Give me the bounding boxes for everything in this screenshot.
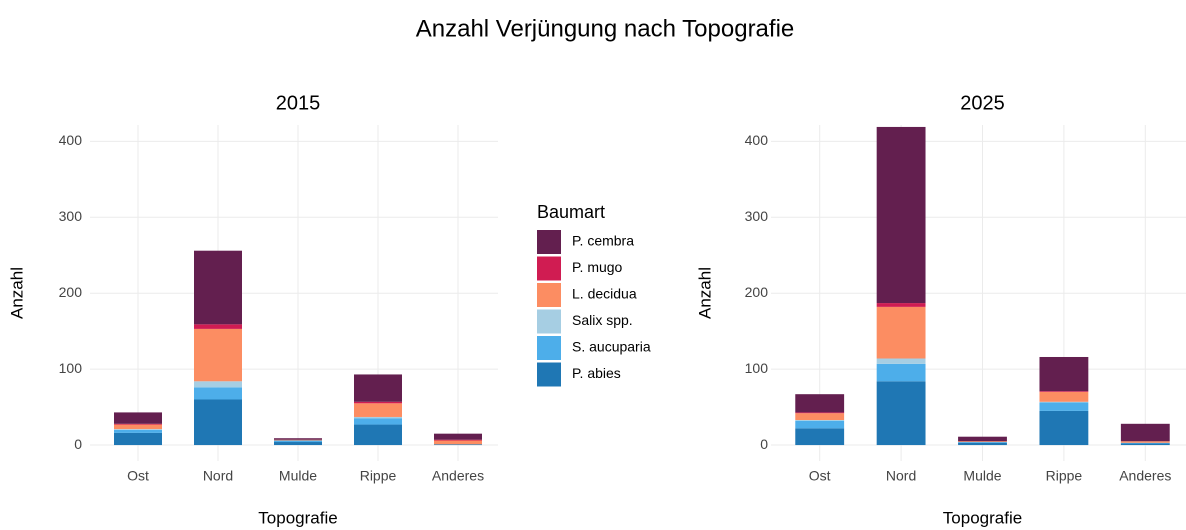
bar-segment bbox=[1120, 442, 1170, 444]
x-tick-label: Anderes bbox=[432, 468, 484, 484]
bar-segment bbox=[194, 381, 242, 388]
x-tick-label: Ost bbox=[809, 468, 831, 484]
bar-segment bbox=[354, 401, 402, 404]
y-tick-label: 200 bbox=[59, 284, 83, 300]
y-tick-label: 200 bbox=[745, 284, 769, 300]
bar-segment bbox=[795, 412, 845, 414]
bar-segment bbox=[194, 328, 242, 382]
bar-segment bbox=[1039, 410, 1089, 446]
bar-segment bbox=[274, 439, 322, 441]
bar-segment bbox=[876, 358, 926, 364]
y-tick-label: 100 bbox=[59, 360, 83, 376]
y-tick-label: 300 bbox=[59, 208, 83, 224]
bar-segment bbox=[354, 403, 402, 417]
bar-segment bbox=[876, 363, 926, 382]
y-tick-label: 300 bbox=[745, 208, 769, 224]
bar-segment bbox=[795, 420, 845, 429]
bar-segment bbox=[194, 399, 242, 446]
legend-label: S. aucuparia bbox=[572, 339, 651, 355]
bar-segment bbox=[876, 126, 926, 304]
bar-segment bbox=[1039, 356, 1089, 392]
bar-segment bbox=[1039, 402, 1089, 411]
bar-segment bbox=[1039, 401, 1089, 403]
x-tick-label: Mulde bbox=[963, 468, 1001, 484]
legend-swatch bbox=[537, 283, 561, 307]
bar-segment bbox=[194, 324, 242, 329]
legend-label: P. abies bbox=[572, 365, 621, 381]
bar-segment bbox=[958, 442, 1007, 446]
bar-segment bbox=[274, 440, 322, 443]
x-tick-label: Rippe bbox=[360, 468, 397, 484]
x-tick-label: Anderes bbox=[1119, 468, 1171, 484]
y-axis-label: Anzahl bbox=[7, 267, 26, 319]
bar-segment bbox=[876, 306, 926, 359]
y-tick-label: 0 bbox=[74, 436, 82, 452]
bar-segment bbox=[876, 303, 926, 307]
bar-segment bbox=[114, 423, 162, 425]
bar-segment bbox=[795, 413, 845, 421]
bar-segment bbox=[274, 438, 322, 440]
legend-label: P. cembra bbox=[572, 233, 634, 249]
panel-title: 2025 bbox=[960, 92, 1005, 114]
bar-segment bbox=[354, 424, 402, 446]
bar-segment bbox=[958, 442, 1007, 443]
bar-segment bbox=[958, 441, 1007, 443]
x-tick-label: Nord bbox=[203, 468, 233, 484]
bar-segment bbox=[876, 381, 926, 446]
y-tick-label: 400 bbox=[745, 132, 769, 148]
x-axis-label: Topografie bbox=[258, 508, 337, 527]
bar-segment bbox=[434, 439, 482, 441]
legend-swatch bbox=[537, 309, 561, 334]
bar-segment bbox=[354, 416, 402, 419]
y-axis-label: Anzahl bbox=[695, 267, 714, 319]
bar-segment bbox=[114, 429, 162, 430]
legend-swatch bbox=[537, 230, 561, 254]
bar-segment bbox=[1039, 391, 1089, 402]
bar-segment bbox=[958, 436, 1007, 442]
y-tick-label: 400 bbox=[59, 132, 83, 148]
bar-segment bbox=[114, 424, 162, 430]
x-tick-label: Nord bbox=[886, 468, 916, 484]
bar-segment bbox=[795, 428, 845, 446]
bar-segment bbox=[274, 442, 322, 446]
bar-segment bbox=[434, 444, 482, 446]
bar-segment bbox=[114, 432, 162, 446]
bar-segment bbox=[1120, 443, 1170, 446]
bar-segment bbox=[434, 433, 482, 440]
x-axis-label: Topografie bbox=[943, 508, 1022, 527]
legend-swatch bbox=[537, 336, 561, 360]
legend-label: P. mugo bbox=[572, 259, 623, 275]
bar-segment bbox=[434, 440, 482, 445]
legend-swatch bbox=[537, 256, 561, 281]
legend-swatch bbox=[537, 362, 561, 387]
y-tick-label: 100 bbox=[745, 360, 769, 376]
bar-segment bbox=[194, 387, 242, 400]
x-tick-label: Ost bbox=[127, 468, 149, 484]
bar-segment bbox=[354, 418, 402, 425]
main-title: Anzahl Verjüngung nach Topografie bbox=[416, 15, 795, 42]
bar-segment bbox=[1120, 441, 1170, 443]
x-tick-label: Mulde bbox=[279, 468, 317, 484]
bar-segment bbox=[114, 412, 162, 424]
bar-segment bbox=[1039, 391, 1089, 392]
bar-segment bbox=[354, 374, 402, 402]
bar-segment bbox=[1120, 423, 1170, 442]
y-tick-label: 0 bbox=[760, 436, 768, 452]
bar-segment bbox=[795, 394, 845, 413]
x-tick-label: Rippe bbox=[1046, 468, 1083, 484]
bar-segment bbox=[795, 420, 845, 421]
bar-segment bbox=[194, 250, 242, 325]
legend-title: Baumart bbox=[537, 202, 605, 222]
bar-segment bbox=[114, 429, 162, 433]
panel-title: 2015 bbox=[276, 92, 321, 114]
legend-label: L. decidua bbox=[572, 286, 637, 302]
legend-label: Salix spp. bbox=[572, 312, 633, 328]
